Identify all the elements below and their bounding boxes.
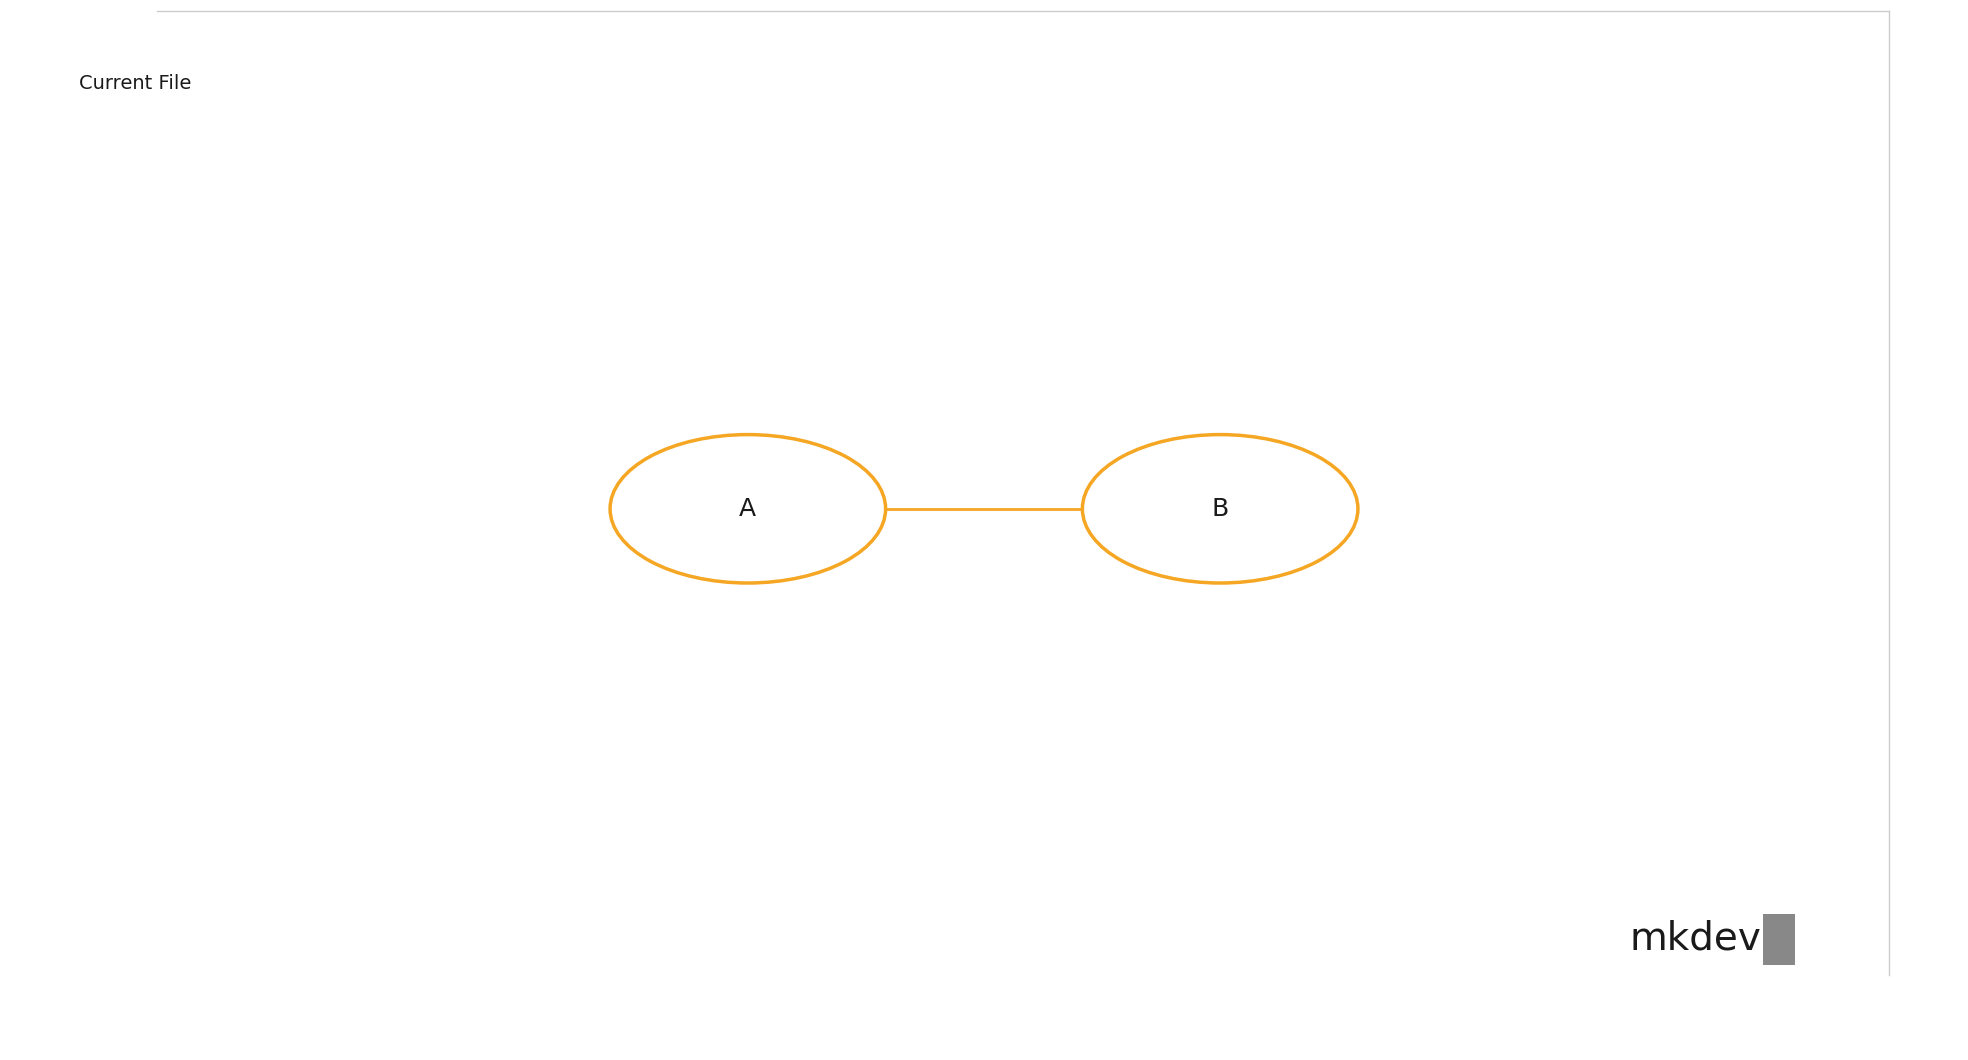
Bar	[1763, 914, 1795, 965]
Text: A: A	[740, 497, 756, 520]
Text: mkdev: mkdev	[1630, 919, 1761, 957]
Text: B: B	[1212, 497, 1228, 520]
Circle shape	[610, 435, 886, 583]
Circle shape	[1082, 435, 1358, 583]
Text: Current File: Current File	[79, 74, 191, 93]
